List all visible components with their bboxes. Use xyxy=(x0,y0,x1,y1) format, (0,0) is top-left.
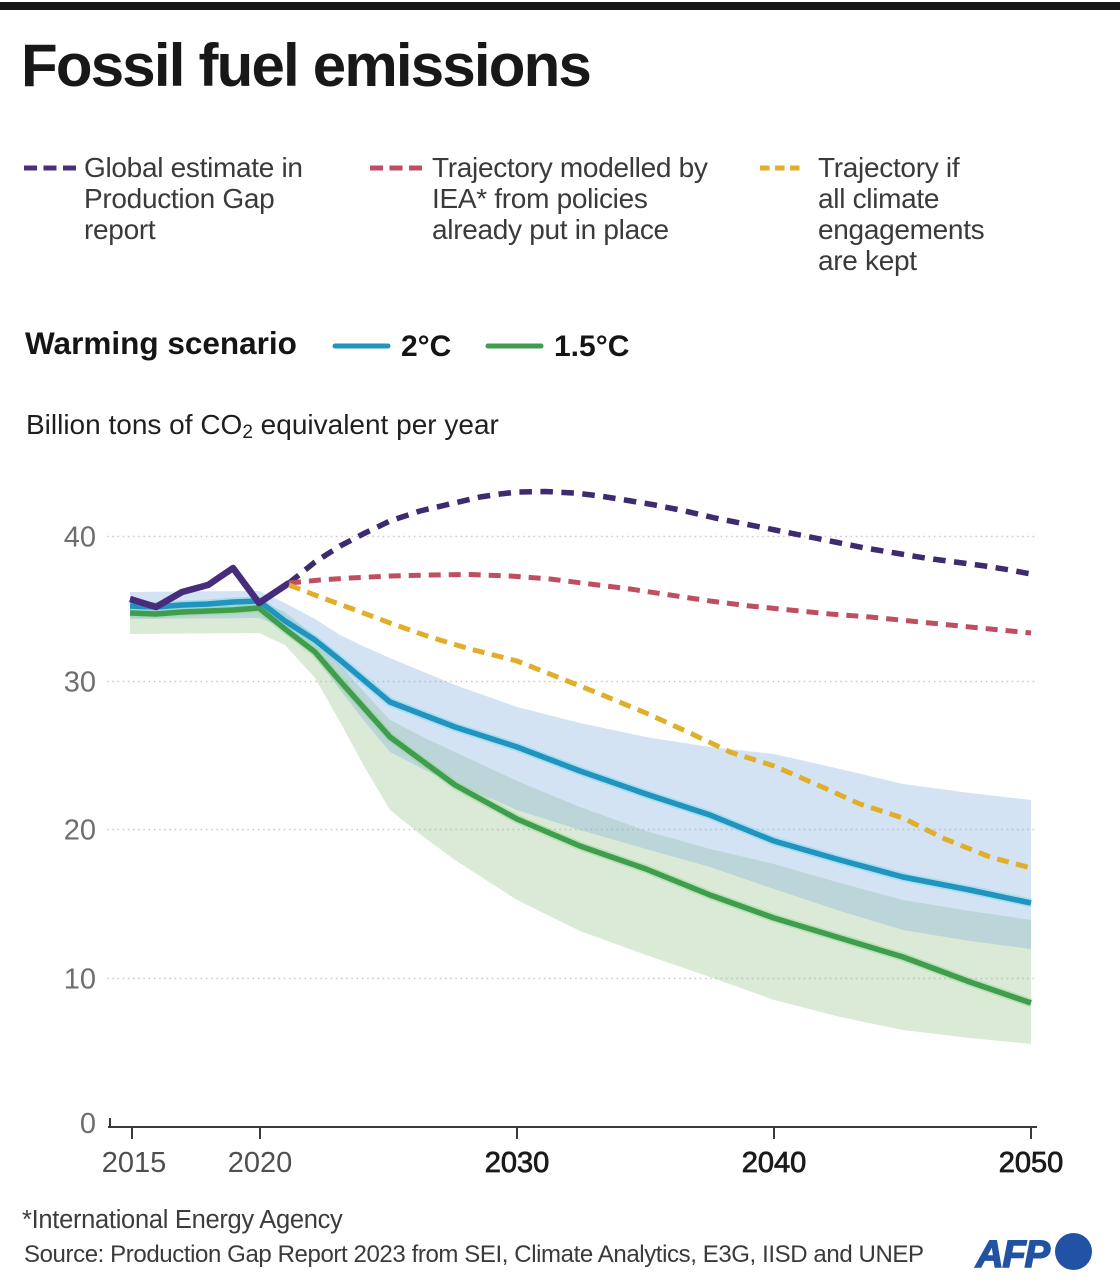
svg-text:20: 20 xyxy=(64,815,96,847)
svg-text:40: 40 xyxy=(64,522,96,554)
svg-text:2050: 2050 xyxy=(999,1147,1064,1179)
svg-text:2030: 2030 xyxy=(485,1147,550,1179)
svg-text:2020: 2020 xyxy=(228,1147,293,1179)
svg-text:2040: 2040 xyxy=(742,1147,807,1179)
svg-text:30: 30 xyxy=(64,667,96,699)
svg-text:2015: 2015 xyxy=(102,1147,167,1179)
svg-text:AFP: AFP xyxy=(975,1234,1051,1276)
svg-text:10: 10 xyxy=(64,964,96,996)
svg-text:0: 0 xyxy=(80,1108,96,1140)
